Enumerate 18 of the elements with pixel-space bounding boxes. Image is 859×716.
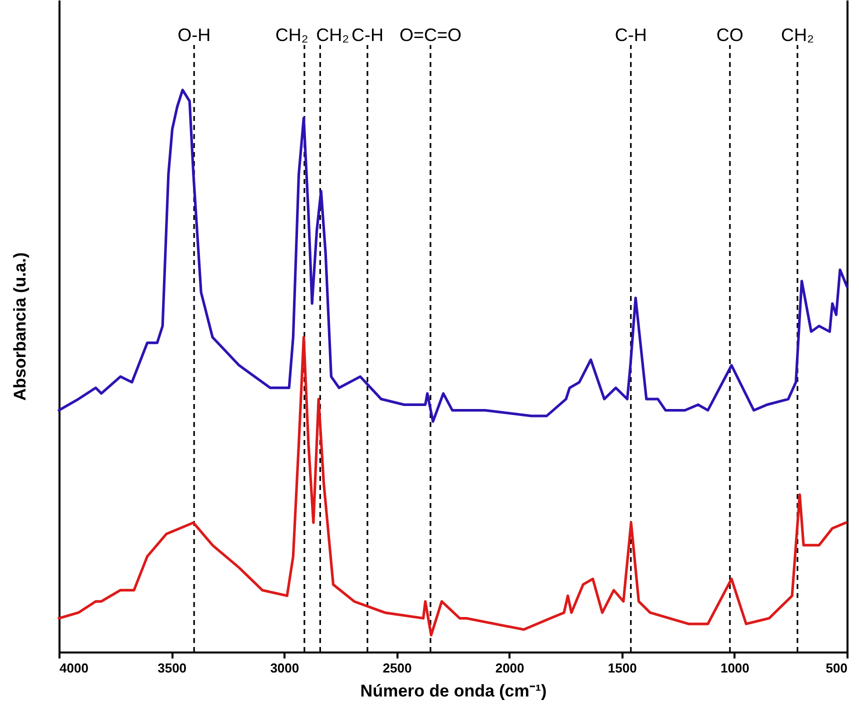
ref-line-label: C-H xyxy=(614,24,647,45)
ref-line-label: O-H xyxy=(178,24,211,45)
ref-line-label: O=C=O xyxy=(399,24,462,45)
x-tick-label: 2500 xyxy=(382,660,412,676)
x-tick-label: 4000 xyxy=(60,660,88,676)
y-axis-title: Absorbancia (u.a.) xyxy=(10,252,30,401)
x-axis-title: Número de onda (cm⁻¹) xyxy=(360,682,547,700)
x-tick-label: 1500 xyxy=(608,660,637,676)
x-tick-label: 500 xyxy=(826,660,848,676)
x-tick-label: 3500 xyxy=(158,660,187,676)
ref-line-label: CH₂ xyxy=(780,24,814,45)
ref-line-label: CH₂ xyxy=(275,24,308,45)
ref-line-label: CO xyxy=(716,24,744,45)
ref-line-label: C-H xyxy=(351,24,384,45)
ref-line-label: CH₂ xyxy=(316,24,350,45)
x-tick-label: 2000 xyxy=(495,660,524,676)
x-tick-label: 3000 xyxy=(270,660,300,676)
x-tick-label: 1000 xyxy=(720,660,750,676)
